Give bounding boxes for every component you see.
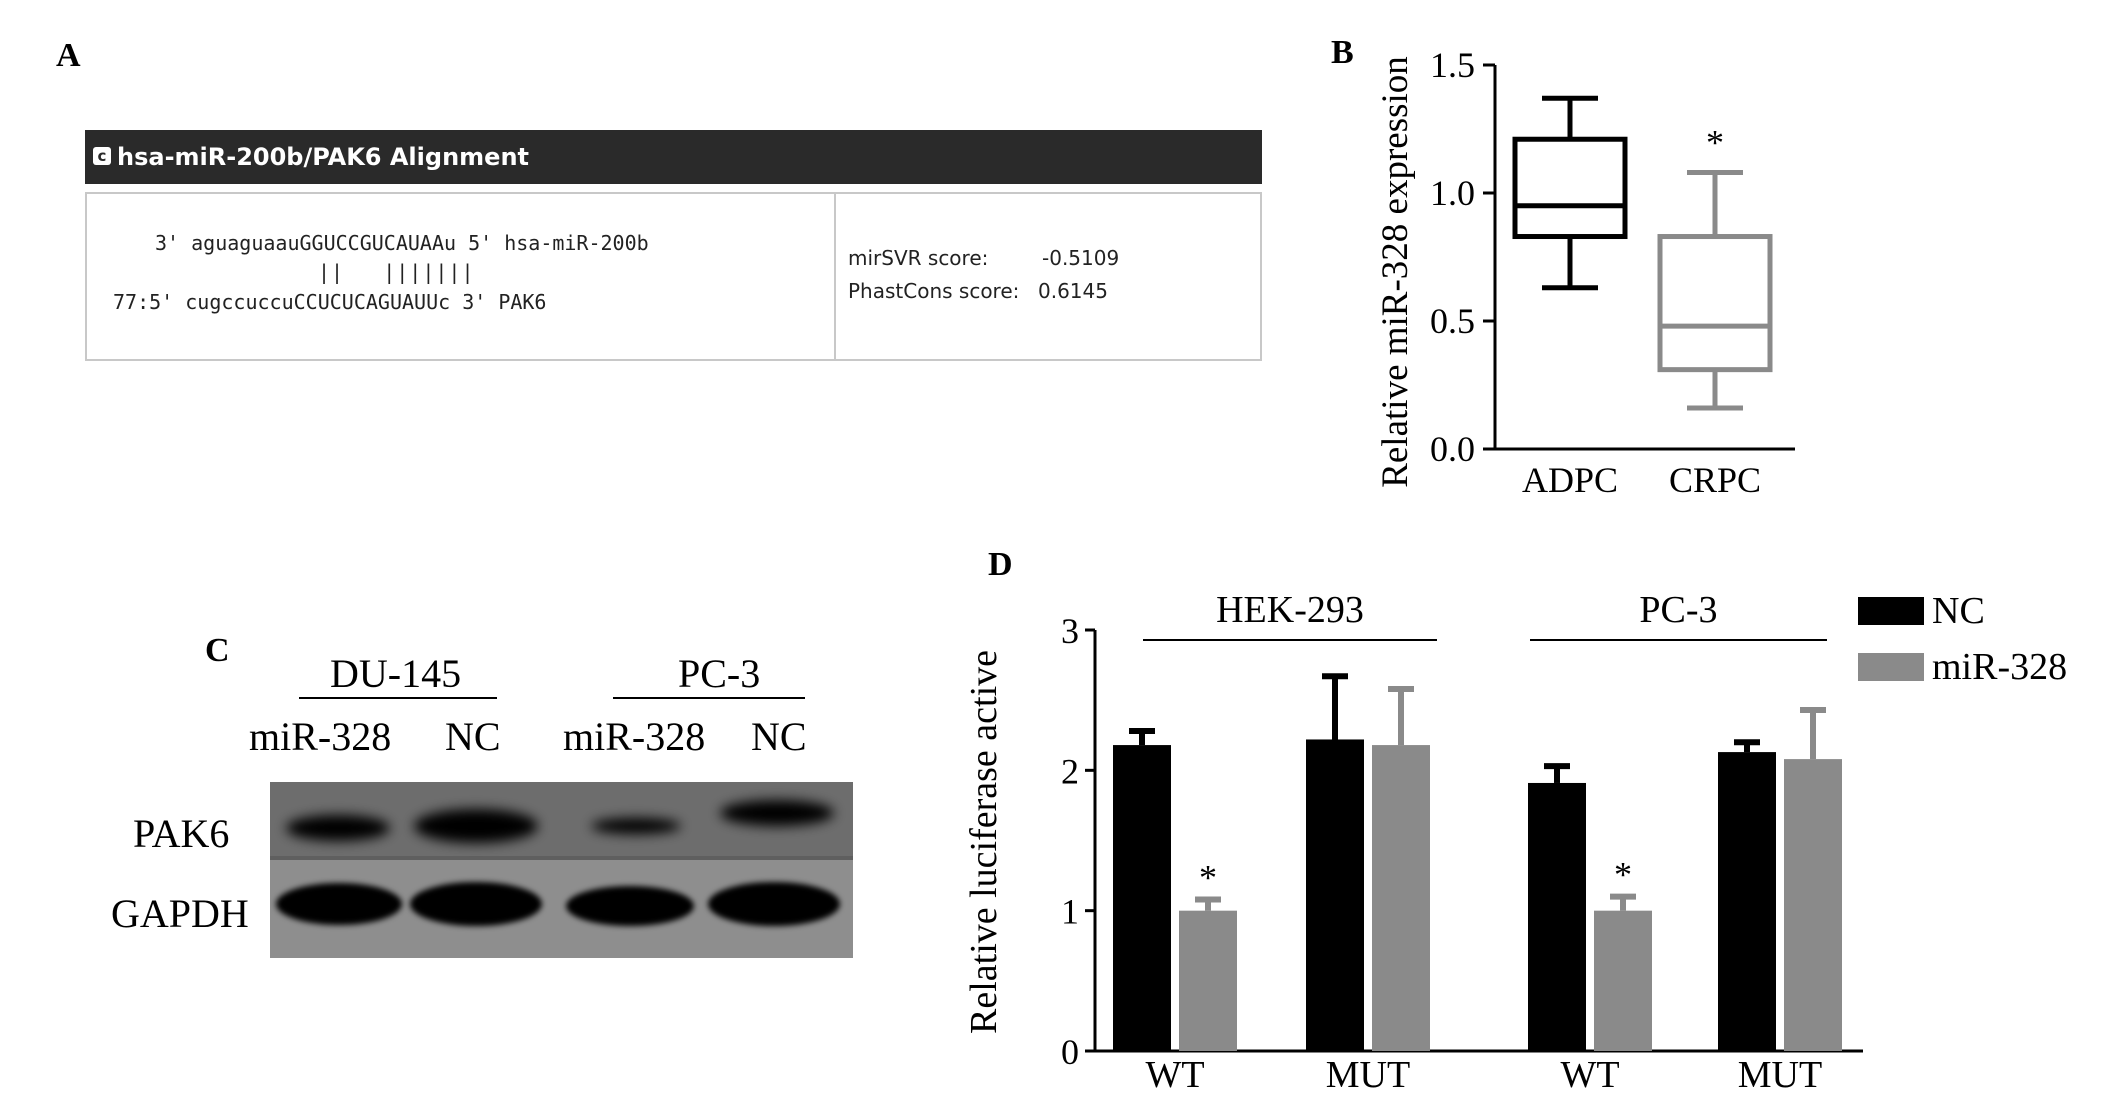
blot-group-du145: DU-145 [330, 651, 462, 696]
box-plot-y-tick-label: 1.5 [1430, 45, 1475, 85]
bar-mir-328 [1179, 910, 1237, 1051]
bar-mir-328 [1372, 745, 1430, 1051]
phastcons-score-value: 0.6145 [1038, 279, 1108, 303]
bar-chart-y-axis-label: Relative luciferase active [963, 650, 1005, 1034]
gapdh-band-1 [276, 883, 402, 925]
gapdh-band-2 [410, 882, 542, 926]
pak6-band-2 [414, 809, 538, 843]
mirsvr-score-value: -0.5109 [1042, 246, 1120, 270]
panel-label-c: C [205, 632, 230, 669]
blot-group-pc3: PC-3 [678, 651, 761, 696]
bar-chart-d: Relative luciferase active 0 1 2 3 HEK-293 P… [963, 589, 2067, 1090]
bar-nc [1306, 739, 1364, 1051]
bar-nc [1113, 745, 1171, 1051]
bar-chart-x-tick-label: WT [1145, 1054, 1204, 1090]
box-iqr [1657, 234, 1773, 373]
box-plot-y-axis-label: Relative miR-328 expression [1375, 56, 1416, 488]
bar-chart-y-tick-label: 0 [1061, 1032, 1079, 1072]
legend-label: miR-328 [1932, 646, 2067, 688]
legend-swatch [1858, 653, 1924, 681]
blot-lane-4: NC [751, 714, 807, 759]
bar-chart-x-tick-label: MUT [1738, 1054, 1822, 1090]
bar-mir-328 [1594, 910, 1652, 1051]
mirna-sequence-line: 3' aguaguaauGGUCCGUCAUAAu 5' hsa-miR-200… [155, 231, 649, 255]
bar-chart-group-label: HEK-293 [1216, 589, 1364, 631]
alignment-body: 3' aguaguaauGGUCCGUCAUAAu 5' hsa-miR-200… [85, 192, 1262, 361]
alignment-titlebar: c hsa-miR-200b/PAK6 Alignment [85, 130, 1262, 184]
box-adpc: ADPC [1512, 95, 1628, 500]
bar-significance-mark: * [1199, 857, 1217, 897]
bar-chart-y-tick-label: 3 [1061, 611, 1079, 651]
bar-chart-x-tick-label: WT [1560, 1054, 1619, 1090]
pak6-band-4 [720, 800, 834, 826]
c-logo-icon: c [93, 147, 111, 165]
pak6-band-1 [286, 815, 390, 841]
bar-nc [1718, 752, 1776, 1051]
alignment-window: c hsa-miR-200b/PAK6 Alignment 3' aguaguaa… [85, 130, 1262, 361]
legend-swatch [1858, 597, 1924, 625]
blot-group-du145-line [299, 697, 497, 699]
pairing-marks: || ||||||| [318, 260, 475, 284]
box-significance-mark: * [1706, 123, 1724, 163]
bar-chart-x-tick-label: MUT [1326, 1054, 1410, 1090]
bar-mir-328 [1784, 759, 1842, 1051]
box-plot-x-tick-label: ADPC [1522, 460, 1618, 500]
box-plot-y-tick-label: 1.0 [1430, 173, 1475, 213]
box-crpc: CRPC * [1657, 123, 1773, 500]
box-plot-b: Relative miR-328 expression 0.0 0.5 1.0 1.5… [1375, 45, 1795, 500]
phastcons-score-label: PhastCons score: [848, 279, 1020, 303]
alignment-title: hsa-miR-200b/PAK6 Alignment [117, 143, 529, 171]
mirsvr-score-label: mirSVR score: [848, 246, 989, 270]
alignment-divider [834, 194, 836, 359]
pak6-band-3 [591, 818, 681, 834]
bar-chart-group-label: PC-3 [1639, 589, 1717, 631]
bar-nc [1528, 782, 1586, 1051]
bar-chart-y-tick-label: 1 [1061, 892, 1079, 932]
blot-lane-3: miR-328 [563, 714, 706, 759]
box-plot-y-tick-label: 0.0 [1430, 429, 1475, 469]
panel-label-a: A [56, 37, 81, 74]
gapdh-band-3 [566, 886, 694, 926]
box-plot-x-tick-label: CRPC [1669, 460, 1761, 500]
blot-group-pc3-line [613, 697, 805, 699]
bar-significance-mark: * [1614, 855, 1632, 895]
target-sequence-line: 77:5' cugccuccuCCUCUCAGUAUUc 3' PAK6 [113, 290, 547, 314]
blot-row-gapdh: GAPDH [111, 891, 249, 936]
western-blot-image [270, 782, 853, 958]
box-plot-y-tick-label: 0.5 [1430, 301, 1475, 341]
gapdh-band-4 [708, 882, 840, 926]
box-iqr [1512, 136, 1628, 240]
bar-chart-y-tick-label: 2 [1061, 751, 1079, 791]
panel-label-d: D [988, 546, 1013, 583]
blot-lane-2: NC [445, 714, 501, 759]
legend-label: NC [1932, 590, 1985, 632]
blot-lane-1: miR-328 [249, 714, 392, 759]
blot-row-pak6: PAK6 [133, 811, 230, 856]
panel-label-b: B [1331, 34, 1354, 71]
